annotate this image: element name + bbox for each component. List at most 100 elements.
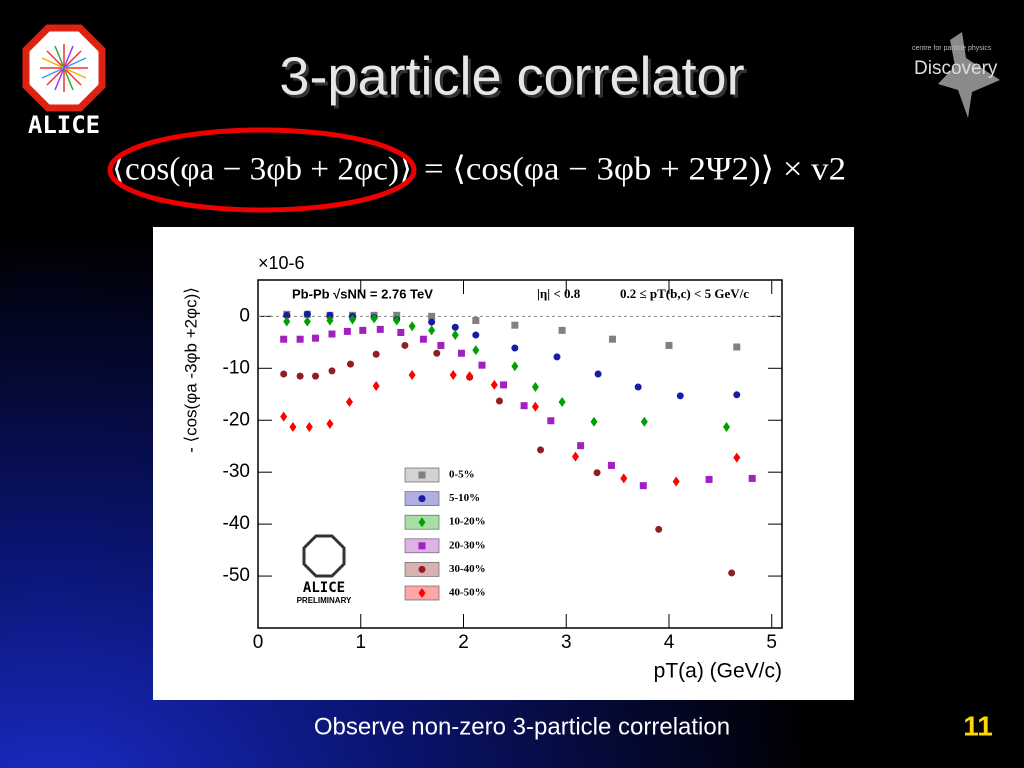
point bbox=[433, 349, 441, 357]
point bbox=[393, 315, 401, 326]
legend-label: 5-10% bbox=[449, 492, 480, 504]
point bbox=[283, 316, 291, 327]
plot-logo-text: ALICE bbox=[303, 580, 345, 596]
point bbox=[511, 321, 519, 329]
formula-left: ⟨cos(φa − 3φb + 2φc)⟩ bbox=[112, 152, 412, 188]
point bbox=[328, 330, 336, 338]
point bbox=[676, 392, 684, 400]
point bbox=[408, 321, 416, 332]
logo-text: Discovery bbox=[914, 58, 998, 79]
annotation: Pb-Pb √sNN = 2.76 TeV bbox=[292, 286, 433, 301]
x-tick-label: 0 bbox=[253, 632, 264, 653]
logo-text: ALICE bbox=[28, 111, 100, 139]
point bbox=[665, 341, 673, 349]
multiplier: ×10-6 bbox=[258, 253, 305, 273]
discovery-logo: centre for particle physics Discovery bbox=[912, 32, 1000, 118]
point bbox=[733, 452, 741, 463]
point bbox=[655, 525, 663, 533]
point bbox=[312, 334, 320, 342]
point bbox=[495, 397, 503, 405]
point bbox=[280, 335, 288, 343]
annotation: 0.2 ≤ pT(b,c) < 5 GeV/c bbox=[620, 286, 749, 301]
point bbox=[376, 325, 384, 333]
point bbox=[577, 442, 585, 450]
point bbox=[428, 325, 436, 336]
point bbox=[345, 397, 353, 408]
point bbox=[511, 361, 519, 372]
point bbox=[408, 370, 416, 381]
point bbox=[328, 367, 336, 375]
point bbox=[500, 381, 508, 389]
point bbox=[639, 482, 647, 490]
point bbox=[326, 311, 334, 319]
legend-marker bbox=[418, 517, 426, 528]
point bbox=[326, 315, 334, 326]
point bbox=[449, 370, 457, 381]
point bbox=[728, 569, 736, 577]
point bbox=[634, 383, 642, 391]
point bbox=[280, 411, 288, 422]
y-tick-label: -30 bbox=[223, 461, 250, 482]
chart-panel bbox=[153, 227, 854, 700]
point bbox=[451, 330, 459, 341]
formula-right: = ⟨cos(φa − 3φb + 2Ψ2)⟩ × v2 bbox=[424, 152, 846, 188]
point bbox=[312, 372, 320, 380]
y-axis-label: - ⟨cos(φa -3φb +2φc)⟩ bbox=[181, 287, 200, 453]
point bbox=[472, 345, 480, 356]
point bbox=[296, 372, 304, 380]
point bbox=[359, 326, 367, 334]
point bbox=[343, 327, 351, 335]
point bbox=[466, 371, 474, 382]
point bbox=[571, 451, 579, 462]
legend-label: 20-30% bbox=[449, 539, 486, 551]
point bbox=[472, 331, 480, 339]
point bbox=[593, 469, 601, 477]
x-tick-label: 4 bbox=[664, 632, 675, 653]
alice-logo: ALICE bbox=[22, 24, 106, 139]
y-tick-label: -10 bbox=[223, 357, 250, 378]
plot-frame bbox=[257, 279, 783, 629]
title: 3-particle correlator bbox=[279, 46, 744, 106]
x-tick-label: 5 bbox=[766, 632, 777, 653]
point bbox=[553, 353, 561, 361]
plot-logo-shape bbox=[302, 534, 346, 578]
point bbox=[640, 416, 648, 427]
legend-marker bbox=[418, 471, 426, 479]
point bbox=[620, 473, 628, 484]
point bbox=[594, 370, 602, 378]
point bbox=[397, 328, 405, 336]
point bbox=[393, 311, 401, 319]
annotation: |η| < 0.8 bbox=[537, 286, 581, 301]
point bbox=[428, 312, 436, 320]
point bbox=[723, 421, 731, 432]
point bbox=[705, 475, 713, 483]
legend-marker bbox=[418, 588, 426, 598]
point bbox=[303, 310, 311, 318]
point bbox=[372, 350, 380, 358]
point bbox=[558, 326, 566, 334]
y-tick-label: -40 bbox=[223, 513, 250, 534]
point bbox=[305, 421, 313, 432]
point bbox=[326, 418, 334, 429]
point bbox=[437, 341, 445, 349]
point bbox=[607, 461, 615, 469]
logo-small: centre for particle physics bbox=[912, 45, 992, 52]
y-tick-label: 0 bbox=[239, 305, 250, 326]
point bbox=[346, 360, 354, 368]
legend-label: 10-20% bbox=[449, 516, 486, 528]
legend-marker bbox=[418, 495, 426, 503]
plot-logo-sub: PRELIMINARY bbox=[297, 596, 352, 605]
highlight-ellipse bbox=[107, 127, 417, 213]
point bbox=[547, 417, 555, 425]
point bbox=[520, 402, 528, 410]
page-number: 11 bbox=[963, 710, 993, 741]
y-tick-label: -20 bbox=[223, 409, 250, 430]
point bbox=[733, 391, 741, 399]
point bbox=[748, 474, 756, 482]
legend-label: 40-50% bbox=[449, 587, 486, 599]
point bbox=[558, 397, 566, 408]
legend-label: 0-5% bbox=[449, 469, 475, 481]
point bbox=[672, 476, 680, 487]
point bbox=[296, 335, 304, 343]
